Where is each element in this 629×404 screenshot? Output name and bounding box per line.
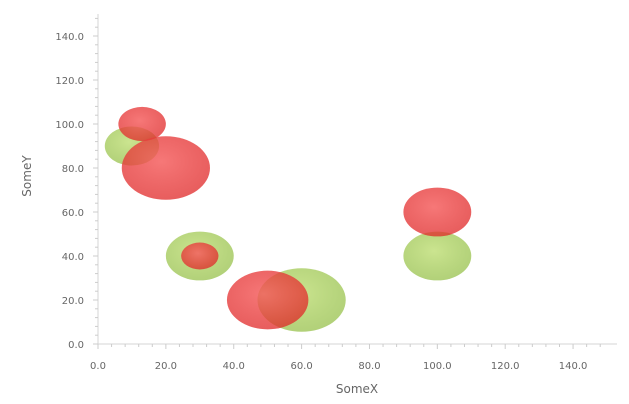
x-tick-label: 60.0 [290, 361, 312, 372]
y-tick-label: 20.0 [62, 296, 84, 307]
bubble-red[interactable] [121, 136, 210, 200]
y-tick-label: 100.0 [55, 120, 84, 131]
x-tick-label: 140.0 [559, 361, 588, 372]
bubble-green[interactable] [403, 231, 472, 281]
y-tick-label: 140.0 [55, 32, 84, 43]
x-tick-label: 20.0 [155, 361, 177, 372]
x-tick-label: 40.0 [223, 361, 245, 372]
y-tick-label: 120.0 [55, 76, 84, 87]
x-tick-label: 80.0 [358, 361, 380, 372]
bubble-red[interactable] [118, 106, 166, 142]
axes: 0.0 20.0 40.0 60.0 80.0 100.0 120.0 140.0 0.0 20.… [55, 14, 617, 372]
x-tick-label: 120.0 [491, 361, 520, 372]
y-tick-label: 0.0 [68, 340, 84, 351]
bubble-red[interactable] [226, 270, 309, 330]
x-tick-label: 0.0 [90, 361, 106, 372]
y-tick-label: 80.0 [62, 164, 84, 175]
bubbles [104, 106, 472, 332]
x-axis-title: SomeX [336, 382, 378, 396]
bubble-red[interactable] [181, 242, 219, 270]
bubble-red[interactable] [403, 187, 472, 237]
y-axis-title: SomeY [20, 155, 34, 197]
y-tick-label: 40.0 [62, 252, 84, 263]
x-tick-label: 100.0 [423, 361, 452, 372]
y-tick-label: 60.0 [62, 208, 84, 219]
